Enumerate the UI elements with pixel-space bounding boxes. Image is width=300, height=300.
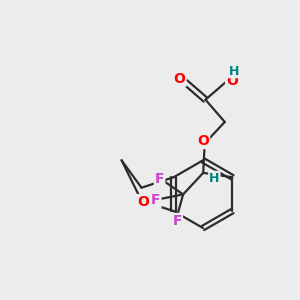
Text: F: F: [151, 193, 160, 207]
Text: H: H: [209, 172, 220, 185]
Text: O: O: [174, 72, 185, 86]
Text: F: F: [155, 172, 164, 186]
Text: O: O: [226, 74, 238, 88]
Text: F: F: [172, 214, 182, 228]
Text: H: H: [229, 64, 239, 78]
Text: O: O: [197, 134, 209, 148]
Text: O: O: [137, 195, 149, 209]
